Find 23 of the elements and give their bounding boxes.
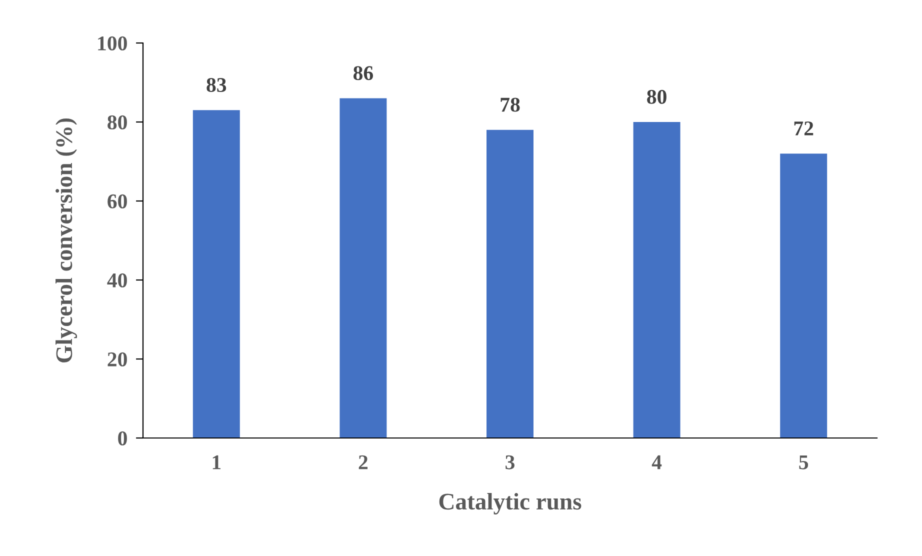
bar bbox=[340, 98, 387, 438]
data-label: 83 bbox=[206, 78, 226, 92]
bar bbox=[486, 130, 534, 438]
data-label: 78 bbox=[500, 98, 520, 112]
data-label: 72 bbox=[794, 121, 814, 136]
bar bbox=[633, 122, 680, 438]
x-tick-label: 3 bbox=[506, 455, 514, 470]
data-label: 86 bbox=[353, 66, 374, 80]
data-label: 80 bbox=[647, 90, 666, 104]
x-tick-label: 2 bbox=[358, 455, 368, 470]
bar bbox=[780, 154, 828, 438]
x-tick-label: 5 bbox=[799, 455, 808, 470]
x-tick-label: 1 bbox=[212, 455, 221, 470]
y-tick-label: 60 bbox=[108, 194, 127, 208]
y-tick-label: 40 bbox=[107, 273, 127, 288]
x-axis-title: Catalytic runs bbox=[439, 493, 582, 514]
x-tick-label: 4 bbox=[652, 455, 662, 470]
y-tick-label: 20 bbox=[108, 352, 127, 366]
bar bbox=[192, 110, 240, 438]
y-axis-title: Glycerol conversion (%) bbox=[56, 118, 78, 362]
y-tick-label: 100 bbox=[98, 36, 127, 50]
y-tick-label: 0 bbox=[118, 431, 127, 446]
y-tick-label: 80 bbox=[108, 115, 127, 130]
